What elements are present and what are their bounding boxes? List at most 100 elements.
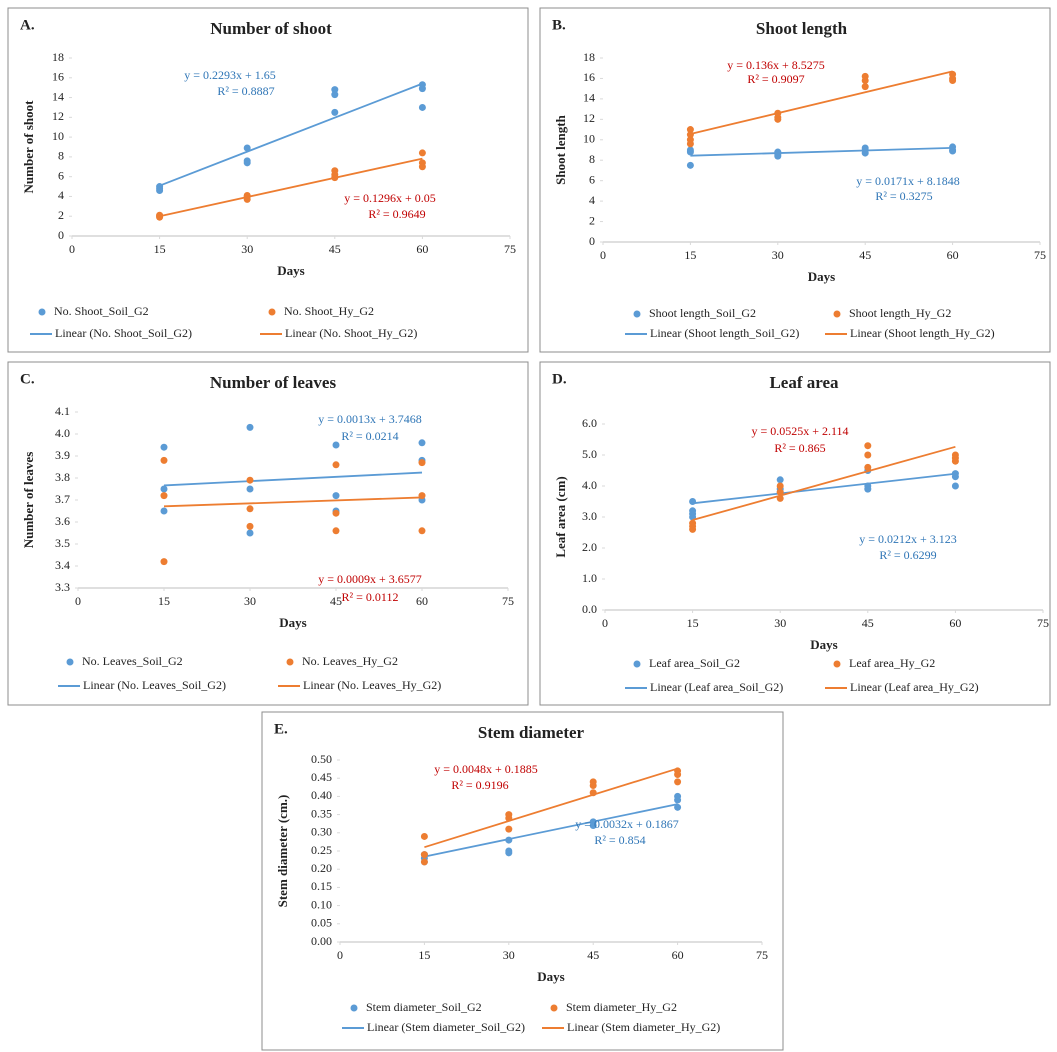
x-tick-label: 75	[502, 594, 514, 608]
legend-label: Leaf area_Hy_G2	[849, 656, 935, 670]
legend-label: No. Leaves_Hy_G2	[302, 654, 398, 668]
x-tick-label: 30	[772, 248, 784, 262]
data-point	[156, 187, 164, 195]
panel-label: D.	[552, 371, 567, 387]
trendline	[692, 445, 956, 521]
x-tick-label: 45	[859, 248, 871, 262]
legend-label: Linear (No. Shoot_Hy_G2)	[285, 326, 417, 340]
panel-border	[539, 7, 1051, 353]
data-point	[949, 76, 957, 84]
data-point	[418, 439, 426, 447]
trend-equation: y = 0.0048x + 0.1885	[434, 762, 538, 776]
trend-equation: y = 0.0525x + 2.114	[751, 424, 848, 438]
data-point	[776, 488, 784, 496]
trend-equation: y = 0.136x + 8.5275	[727, 58, 825, 72]
y-tick-label: 4	[589, 193, 595, 207]
legend-label: Linear (Shoot length_Soil_G2)	[650, 326, 799, 340]
x-tick-label: 30	[774, 616, 786, 630]
data-point	[689, 498, 697, 505]
x-tick-label: 45	[862, 616, 874, 630]
legend-label: Linear (Stem diameter_Hy_G2)	[567, 1020, 720, 1034]
panel-border	[539, 361, 1051, 706]
y-tick-label: 2.0	[582, 540, 597, 554]
y-tick-label: 3.8	[55, 470, 70, 484]
y-tick-label: 10	[52, 129, 64, 143]
data-point	[505, 825, 513, 833]
data-point	[686, 131, 694, 139]
y-tick-label: 6	[589, 172, 595, 186]
y-tick-label: 12	[52, 109, 64, 123]
y-tick-label: 16	[52, 70, 64, 84]
y-axis-label: Leaf area (cm)	[553, 476, 568, 557]
chart-panel: B. Shoot length 0 2 4 6 8 10 12 14 16 18 0 15 30 45 60 75…	[539, 7, 1051, 353]
data-point	[951, 482, 959, 490]
data-point	[861, 76, 869, 84]
chart-title: Leaf area	[769, 373, 839, 392]
trendline	[159, 82, 423, 187]
y-tick-label: 0.35	[311, 806, 332, 820]
data-point	[332, 492, 340, 500]
data-point	[160, 507, 168, 515]
x-tick-label: 0	[602, 616, 608, 630]
x-tick-label: 45	[330, 594, 342, 608]
panel-border	[261, 711, 784, 1051]
legend-label: No. Shoot_Hy_G2	[284, 304, 374, 318]
data-point	[243, 144, 251, 152]
chart-panel: D. Leaf area 0.0 1.0 2.0 3.0 4.0 5.0 6.0 0 15 30 45 6…	[539, 361, 1051, 706]
chart-title: Number of shoot	[210, 19, 332, 38]
y-tick-label: 10	[583, 132, 595, 146]
y-tick-label: 0.45	[311, 770, 332, 784]
x-tick-label: 15	[687, 616, 699, 630]
x-tick-label: 75	[756, 948, 768, 962]
trend-equation: y = 0.0032x + 0.1867	[575, 817, 679, 831]
y-tick-label: 0.30	[311, 825, 332, 839]
x-tick-label: 60	[949, 616, 961, 630]
legend-marker	[286, 658, 294, 666]
y-tick-label: 18	[583, 50, 595, 64]
data-point	[332, 509, 340, 517]
y-tick-label: 4.1	[55, 404, 70, 418]
data-point	[505, 814, 513, 822]
trend-equation: y = 0.1296x + 0.05	[344, 191, 436, 205]
data-point	[246, 522, 254, 530]
trend-r2: R² = 0.854	[594, 833, 645, 847]
x-tick-label: 0	[337, 948, 343, 962]
trend-r2: R² = 0.9196	[451, 778, 508, 792]
legend-label: Linear (Leaf area_Hy_G2)	[850, 680, 979, 694]
y-tick-label: 5.0	[582, 447, 597, 461]
trend-equation: y = 0.0009x + 3.6577	[318, 572, 422, 586]
data-point	[331, 108, 339, 116]
data-point	[160, 485, 168, 493]
y-tick-label: 3.3	[55, 580, 70, 594]
trendline	[159, 157, 423, 218]
data-point	[864, 442, 872, 450]
x-tick-label: 45	[329, 242, 341, 256]
legend-marker	[350, 1004, 358, 1012]
data-point	[686, 161, 694, 169]
data-point	[246, 476, 254, 484]
data-point	[243, 191, 251, 199]
trend-r2: R² = 0.9097	[747, 72, 804, 86]
x-tick-label: 60	[947, 248, 959, 262]
legend-label: Stem diameter_Hy_G2	[566, 1000, 677, 1014]
data-point	[418, 459, 426, 467]
data-point	[331, 91, 339, 99]
trendline	[424, 767, 678, 849]
data-point	[864, 451, 872, 459]
data-point	[246, 529, 254, 537]
y-tick-label: 0.15	[311, 879, 332, 893]
trendline	[163, 471, 423, 487]
panel-label: C.	[20, 371, 35, 387]
data-point	[774, 150, 782, 158]
trend-r2: R² = 0.8887	[217, 84, 274, 98]
data-point	[246, 423, 254, 431]
data-point	[589, 822, 597, 830]
trendline	[424, 803, 678, 858]
data-point	[861, 83, 869, 91]
y-tick-label: 0	[589, 234, 595, 248]
trend-equation: y = 0.2293x + 1.65	[184, 68, 276, 82]
data-point	[686, 140, 694, 148]
y-tick-label: 3.4	[55, 558, 70, 572]
data-point	[160, 456, 168, 464]
y-tick-label: 14	[52, 89, 64, 103]
